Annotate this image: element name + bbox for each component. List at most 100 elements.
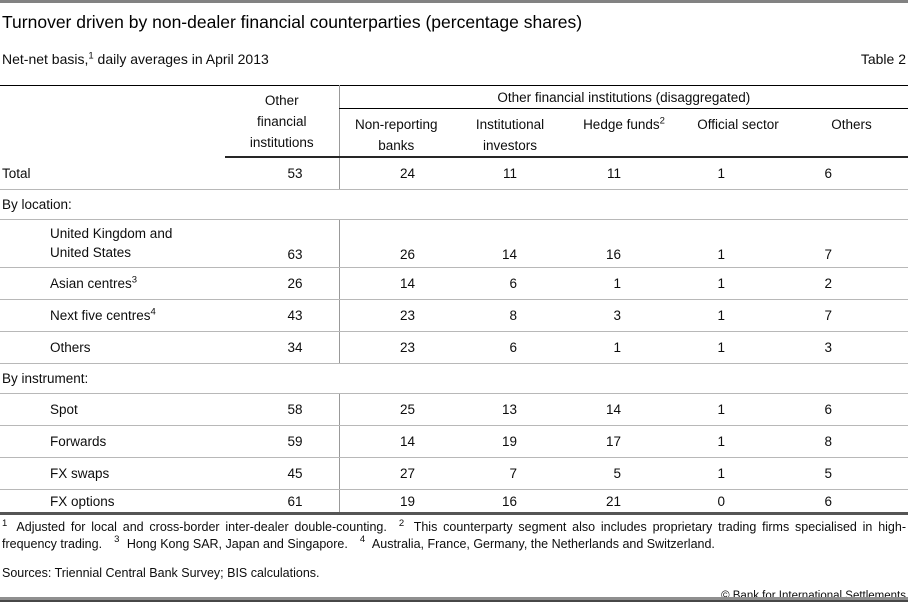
row-label-line: Next five centres4	[50, 306, 156, 323]
cell-value: 1	[681, 393, 795, 426]
row-label-line: Forwards	[50, 434, 107, 449]
subtitle: Net-net basis,1 daily averages in April …	[2, 49, 269, 69]
row-label-line: FX swaps	[50, 466, 110, 481]
section-label: By instrument:	[0, 363, 908, 394]
top-rule-bar	[0, 0, 908, 3]
cell-value: 5	[795, 457, 908, 490]
col-header-line: Official sector	[697, 117, 779, 132]
row-label: Forwards	[0, 425, 225, 458]
row-label-line: Asian centres3	[50, 274, 138, 291]
header-row-subcolumns: Non-reporting banks Institutional investors…	[0, 108, 908, 158]
cell-value: 34	[225, 331, 339, 364]
table-row: Spot 58 25 13 14 1 6	[0, 393, 908, 426]
cell-value: 19	[453, 425, 567, 458]
footnote-marker: 2	[659, 115, 665, 127]
cell-value: 27	[338, 457, 453, 490]
row-label: Next five centres4	[0, 299, 225, 332]
cell-value: 13	[453, 393, 567, 426]
footnote-text: Australia, France, Germany, the Netherla…	[369, 536, 715, 551]
col-header: Institutional investors	[453, 108, 567, 158]
col-header-line: Non-reporting	[354, 117, 438, 132]
cell-value: 6	[453, 331, 567, 364]
cell-value: 8	[795, 425, 908, 458]
cell-value: 6	[795, 393, 908, 426]
row-label: Total	[0, 157, 225, 190]
row-label-line: United States	[50, 245, 132, 260]
col-header: Hedge funds2	[567, 108, 681, 158]
cell-value: 63	[225, 219, 339, 268]
cell-value: 1	[681, 457, 795, 490]
cell-value: 1	[681, 219, 795, 268]
table-number-label: Table 2	[860, 51, 906, 67]
cell-value: 3	[795, 331, 908, 364]
cell-value: 21	[567, 489, 681, 515]
cell-value: 7	[795, 219, 908, 268]
table-row: Others 34 23 6 1 1 3	[0, 331, 908, 364]
cell-value: 11	[567, 157, 681, 190]
col-header: Non-reporting banks	[338, 108, 453, 158]
col-header-line: investors	[482, 138, 538, 153]
cell-value: 1	[681, 425, 795, 458]
table-row: Forwards 59 14 19 17 1 8	[0, 425, 908, 458]
cell-value: 43	[225, 299, 339, 332]
footnote-marker: 1	[2, 517, 8, 529]
cell-value: 1	[567, 331, 681, 364]
table-row: Next five centres4 43 23 8 3 1 7	[0, 299, 908, 332]
footnote-text: Hong Kong SAR, Japan and Singapore.	[123, 536, 348, 551]
col-header-line: Hedge funds2	[583, 115, 665, 132]
row-label: Others	[0, 331, 225, 364]
cell-value: 26	[338, 219, 453, 268]
table-row: United Kingdom and United States 63 26 14 16 1…	[0, 219, 908, 268]
section-row: By instrument:	[0, 363, 908, 394]
cell-value: 53	[225, 157, 339, 190]
cell-value: 6	[795, 157, 908, 190]
row-label: Asian centres3	[0, 267, 225, 300]
cell-value: 14	[338, 267, 453, 300]
subtitle-footnote-marker: 1	[88, 50, 94, 62]
section-label: By location:	[0, 189, 908, 220]
footnotes: 1 Adjusted for local and cross-border in…	[0, 519, 908, 552]
cell-value: 11	[453, 157, 567, 190]
cell-value: 23	[338, 299, 453, 332]
cell-value: 1	[567, 267, 681, 300]
cell-value: 6	[453, 267, 567, 300]
cell-value: 16	[567, 219, 681, 268]
cell-value: 23	[338, 331, 453, 364]
table-row: FX options 61 19 16 21 0 6	[0, 489, 908, 515]
table-row: Asian centres3 26 14 6 1 1 2	[0, 267, 908, 300]
cell-value: 25	[338, 393, 453, 426]
footnote-marker: 3	[114, 534, 120, 546]
row-label: FX options	[0, 489, 225, 515]
footnote-marker: 4	[150, 306, 156, 318]
row-label-line: United Kingdom and	[50, 226, 173, 241]
cell-value: 14	[453, 219, 567, 268]
row-label-line: Total	[2, 165, 31, 181]
cell-value: 1	[681, 157, 795, 190]
footnote-text: Adjusted for local and cross-border inte…	[11, 520, 387, 534]
table-row: Total 53 24 11 11 1 6	[0, 157, 908, 190]
footnote-text: This counterparty segment also includes …	[2, 520, 906, 551]
row-label: FX swaps	[0, 457, 225, 490]
col-header-line: Others	[831, 117, 872, 132]
subtitle-suffix: daily averages in April 2013	[93, 51, 269, 67]
cell-value: 19	[338, 489, 453, 515]
cell-value: 1	[681, 267, 795, 300]
col-header-line: Institutional	[475, 117, 545, 132]
cell-value: 7	[795, 299, 908, 332]
section-row: By location:	[0, 189, 908, 220]
col-group-header-disaggregated: Other financial institutions (disaggrega…	[338, 85, 908, 109]
footnote-marker: 3	[131, 274, 138, 286]
cell-value: 1	[681, 331, 795, 364]
row-label: Spot	[0, 393, 225, 426]
col-header-line: banks	[378, 138, 415, 153]
cell-value: 1	[681, 299, 795, 332]
col-header-other-financial-institutions: Other financial institutions	[225, 85, 339, 158]
header-row-group: Other financial institutions Other finan…	[0, 85, 908, 158]
subtitle-prefix: Net-net basis,	[2, 51, 89, 67]
cell-value: 24	[338, 157, 453, 190]
col-header: Others	[795, 108, 908, 158]
cell-value: 61	[225, 489, 339, 515]
footnote-marker: 2	[398, 517, 405, 529]
data-table: Other financial institutions Other finan…	[0, 85, 908, 515]
